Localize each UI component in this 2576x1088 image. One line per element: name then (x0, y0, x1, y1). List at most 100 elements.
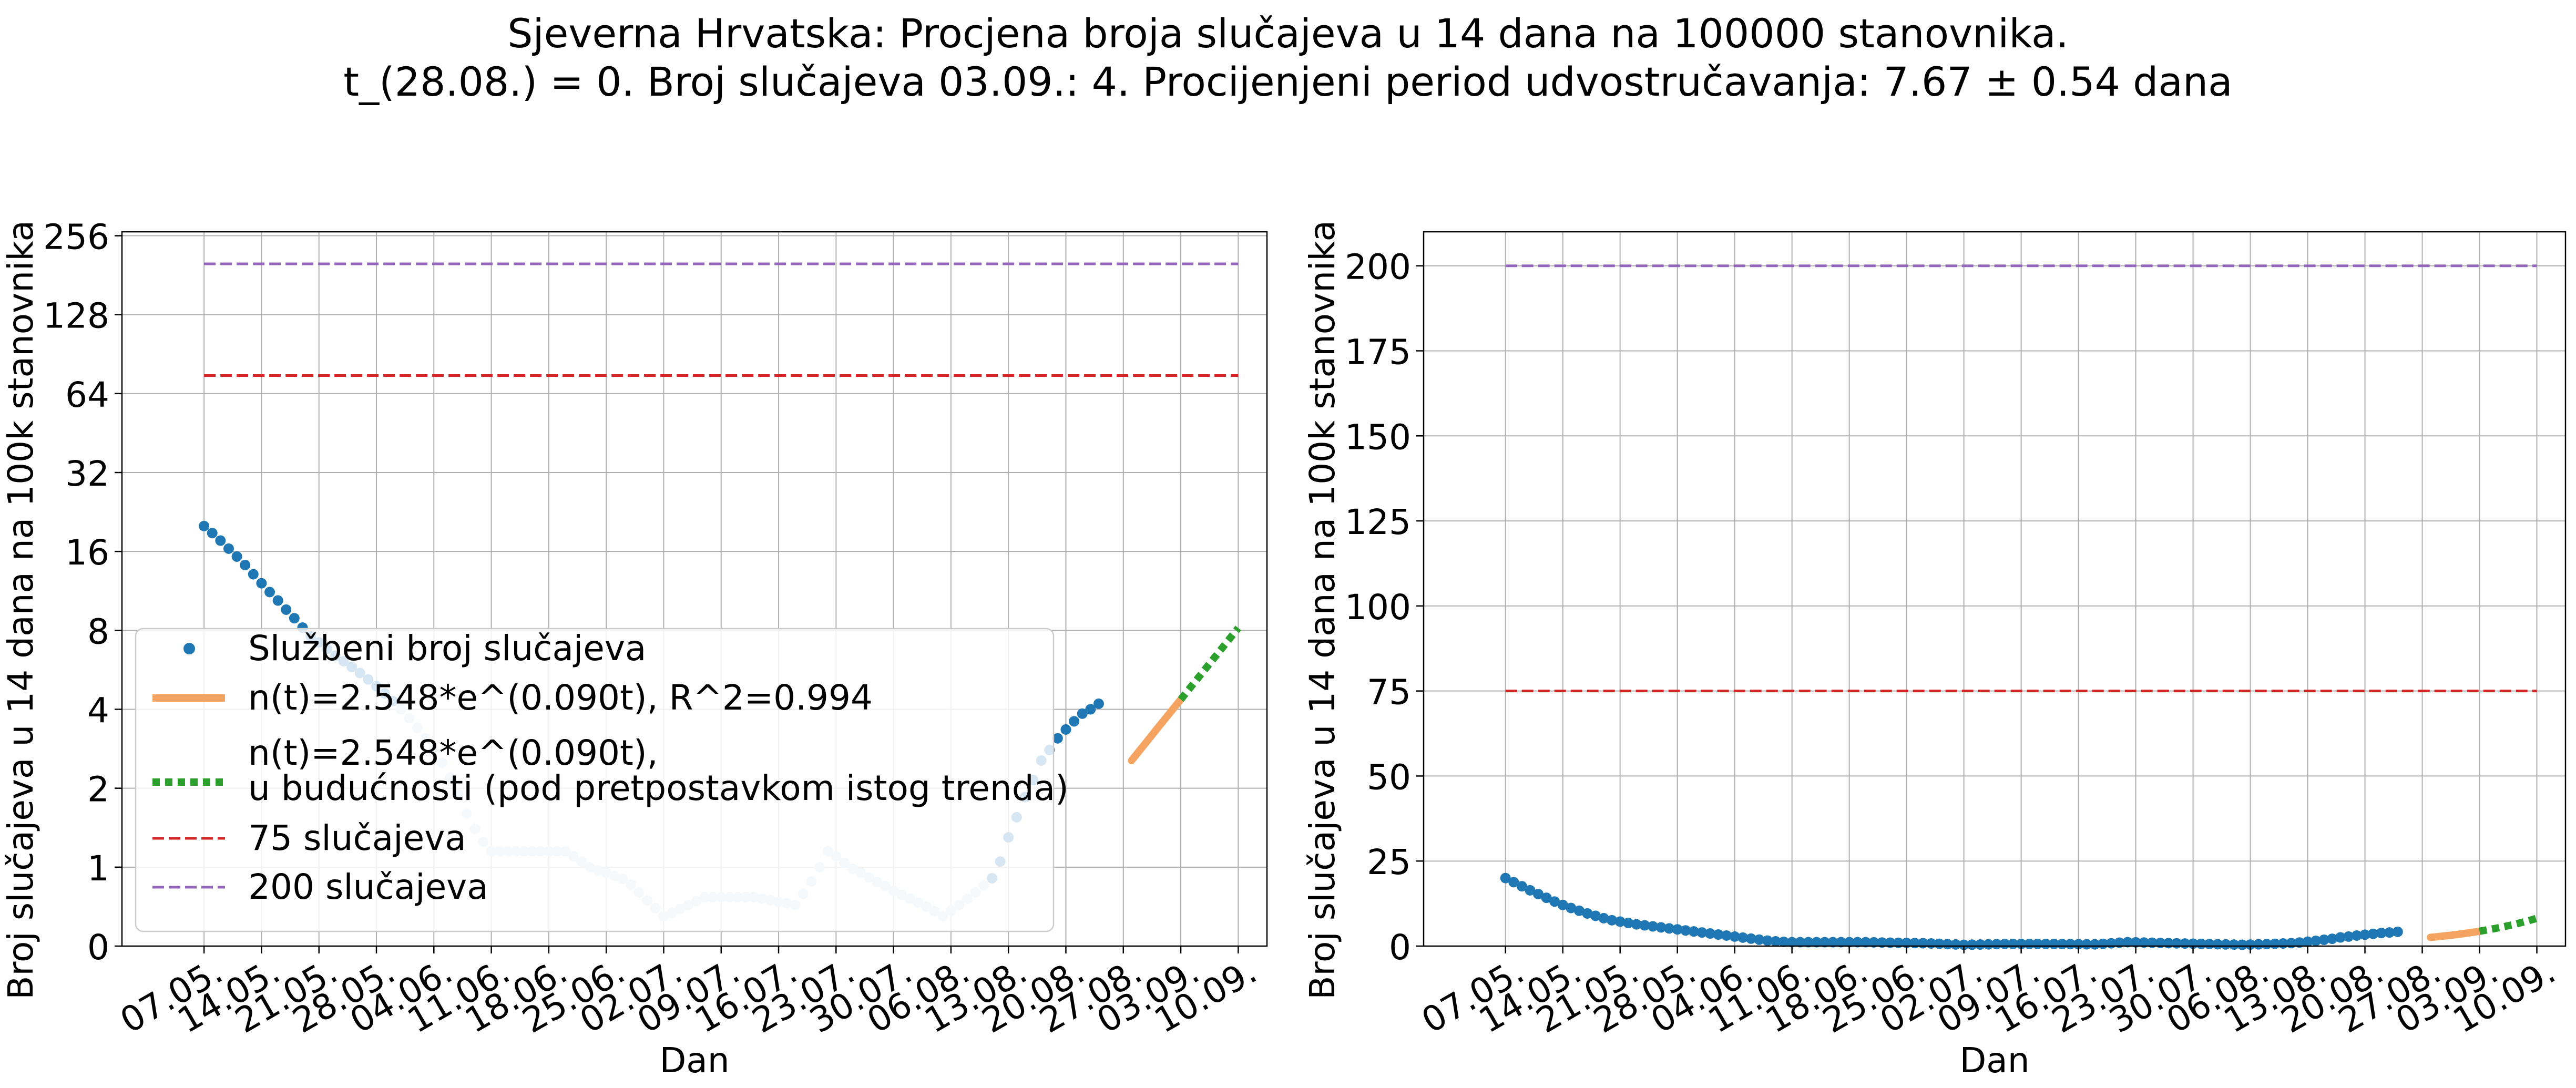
figure-title-line-1: Sjeverna Hrvatska: Procjena broja slučaj… (507, 10, 2069, 57)
figure-title: Sjeverna Hrvatska: Procjena broja slučaj… (0, 9, 2576, 106)
official-data-point (1573, 905, 1585, 916)
y-tick-label: 175 (1345, 332, 1411, 373)
official-data-point (2229, 939, 2240, 950)
official-data-point (2335, 932, 2346, 943)
y-tick-label: 200 (1345, 247, 1411, 288)
official-data-point (1762, 935, 1773, 946)
official-data-point (2146, 937, 2158, 948)
official-data-point (2122, 937, 2133, 948)
official-data-point (1967, 939, 1978, 950)
official-data-point (1729, 931, 1740, 942)
official-data-point (199, 520, 210, 531)
y-tick-label: 0 (87, 927, 109, 968)
official-data-point (1721, 930, 1732, 941)
official-data-point (289, 613, 300, 624)
y-tick-label: 0 (1389, 927, 1411, 968)
x-axis-label: Dan (1959, 1040, 2029, 1081)
fit-future-line (2479, 915, 2538, 935)
y-tick-label: 100 (1345, 587, 1411, 628)
official-data-point (1745, 933, 1756, 944)
official-data-point (2245, 939, 2256, 950)
fit-future-line (1178, 625, 1241, 702)
official-data-point (1811, 937, 1822, 948)
y-tick-label: 125 (1345, 502, 1411, 542)
official-data-point (1623, 917, 1634, 928)
official-data-point (1525, 885, 1536, 896)
plot-frame (121, 231, 1268, 947)
official-data-point (1582, 908, 1593, 919)
official-data-point (1876, 937, 1887, 948)
official-data-point (272, 595, 283, 606)
left-chart-log: 0124816326412825607.05.14.05.21.05.28.05… (1, 217, 1268, 1081)
official-data-point (1778, 936, 1790, 947)
official-data-point (1607, 915, 1618, 926)
official-data-point (1508, 877, 1519, 888)
x-axis-label: Dan (659, 1040, 729, 1081)
legend-label: 75 slučajeva (248, 818, 466, 858)
legend-label: 200 slučajeva (248, 867, 488, 907)
official-data-point (1500, 873, 1511, 884)
official-data-point (1069, 716, 1080, 727)
official-data-point (1950, 939, 1961, 950)
official-data-point (1598, 912, 1609, 923)
official-data-point (1696, 927, 1708, 938)
official-data-point (2081, 939, 2092, 950)
legend-label: Službeni broj slučajeva (248, 628, 646, 669)
fit-past-line (1128, 695, 1185, 765)
official-data-point (1664, 923, 1675, 934)
official-data-point (1549, 896, 1560, 907)
official-data-point (2302, 936, 2313, 947)
y-tick-label: 75 (1367, 672, 1411, 713)
official-data-point (1532, 888, 1543, 899)
y-tick-label: 25 (1367, 842, 1411, 882)
y-tick-label: 150 (1345, 417, 1411, 457)
official-data-point (1844, 937, 1855, 948)
y-tick-label: 16 (65, 532, 109, 573)
y-tick-label: 8 (87, 611, 109, 652)
official-data-point (1852, 937, 1863, 948)
official-data-point (1590, 910, 1601, 921)
y-tick-label: 256 (43, 217, 109, 258)
official-data-point (1860, 937, 1871, 948)
official-data-point (1770, 936, 1781, 947)
official-data-point (1983, 939, 1994, 950)
official-data-point (2318, 935, 2329, 946)
fit-past-line (2427, 927, 2483, 941)
official-data-point (1631, 919, 1642, 930)
official-data-point (231, 551, 242, 562)
y-axis-label: Broj slučajeva u 14 dana na 100k stanovn… (1, 220, 41, 1000)
y-tick-label: 64 (65, 375, 109, 415)
official-data-point (264, 587, 275, 598)
official-data-point (2130, 937, 2141, 948)
official-data-point (240, 560, 251, 571)
official-data-point (1991, 939, 2002, 950)
official-data-point (2343, 931, 2354, 942)
official-data-point (1786, 937, 1797, 948)
y-tick-label: 32 (65, 454, 109, 494)
official-data-point (2384, 927, 2395, 938)
official-data-point (1672, 924, 1683, 935)
official-data-point (1975, 939, 1986, 950)
official-data-point (1060, 724, 1071, 735)
official-data-point (1885, 937, 1896, 948)
official-data-point (1819, 937, 1830, 948)
y-tick-label: 50 (1367, 757, 1411, 797)
official-data-point (1655, 922, 1667, 933)
official-data-point (2351, 930, 2362, 941)
official-data-point (1958, 939, 1969, 950)
official-data-point (1557, 899, 1568, 910)
official-data-point (223, 543, 234, 554)
official-data-point (2359, 929, 2370, 940)
right-chart-linear: 025507510012515017520007.05.14.05.21.05.… (1302, 220, 2567, 1081)
legend-box (135, 628, 1055, 932)
y-tick-label: 128 (43, 296, 109, 336)
official-data-point (1639, 920, 1650, 931)
plot-frame (1423, 231, 2567, 947)
official-data-point (2089, 939, 2100, 950)
official-data-point (1713, 929, 1724, 940)
legend: Službeni broj slučajeva n(t)=2.548*e^(0.0… (135, 628, 1069, 932)
official-data-point (1614, 916, 1626, 927)
official-data-point (2327, 933, 2338, 945)
official-data-point (2236, 939, 2247, 950)
official-data-point (281, 604, 292, 615)
